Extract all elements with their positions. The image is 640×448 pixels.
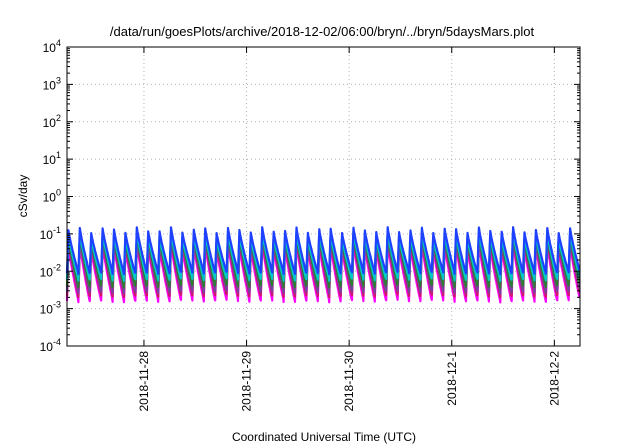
x-axis: 2018-11-28 2018-11-29 2018-11-30 2018-12-1 2… [137,47,561,412]
y-axis: 10-4 10-3 10-2 10-1 100 101 102 103 104 [40,38,580,354]
grid-lines [67,47,580,346]
y-tick-label: 100 [43,188,61,205]
y-axis-label: cSv/day [16,175,30,218]
x-tick-label: 2018-11-30 [342,351,356,412]
series-group [65,226,581,304]
x-tick-label: 2018-11-29 [240,351,254,412]
series-line-5 [65,230,581,282]
x-tick-label: 2018-11-28 [137,351,151,412]
series-line-6 [65,226,581,276]
y-tick-label: 104 [43,38,61,55]
y-tick-label: 103 [43,75,61,92]
y-tick-label: 10-4 [40,337,61,354]
y-tick-label: 102 [43,113,61,130]
x-tick-label: 2018-12-1 [445,351,459,406]
y-tick-label: 10-3 [40,300,61,317]
y-tick-label: 10-1 [40,225,61,242]
y-tick-label: 10-2 [40,262,61,279]
y-tick-label: 101 [43,150,61,167]
chart-title: /data/run/goesPlots/archive/2018-12-02/0… [110,24,535,39]
x-tick-label: 2018-12-2 [547,351,561,406]
x-axis-label: Coordinated Universal Time (UTC) [232,430,416,444]
